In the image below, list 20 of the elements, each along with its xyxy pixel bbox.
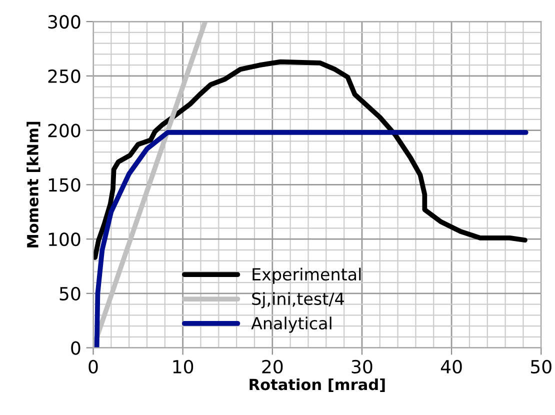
x-axis-title: Rotation [mrad] bbox=[250, 378, 385, 392]
y-tick-label: 200 bbox=[48, 124, 80, 138]
x-tick-label: 40 bbox=[440, 360, 462, 374]
legend-label: Experimental bbox=[252, 268, 361, 284]
x-tick-label: 30 bbox=[352, 360, 372, 374]
y-tick-label: 100 bbox=[48, 232, 80, 246]
x-tick-label: 20 bbox=[262, 360, 283, 374]
y-tick-label: 50 bbox=[60, 286, 80, 301]
y-axis-title: Moment [kNm] bbox=[26, 122, 40, 248]
y-tick-label: 250 bbox=[48, 69, 80, 84]
line-series bbox=[93, 59, 528, 260]
x-tick-label: 50 bbox=[531, 360, 552, 374]
line-series bbox=[94, 130, 528, 348]
x-tick-label: 0 bbox=[88, 360, 98, 374]
y-tick-label: 150 bbox=[48, 178, 80, 192]
y-tick-label: 300 bbox=[48, 15, 80, 29]
legend-label: Analytical bbox=[251, 316, 332, 333]
x-tick-label: 10 bbox=[173, 360, 194, 374]
legend-label: Sj,ini,test/4 bbox=[252, 292, 344, 308]
y-tick-label: 0 bbox=[71, 341, 80, 355]
